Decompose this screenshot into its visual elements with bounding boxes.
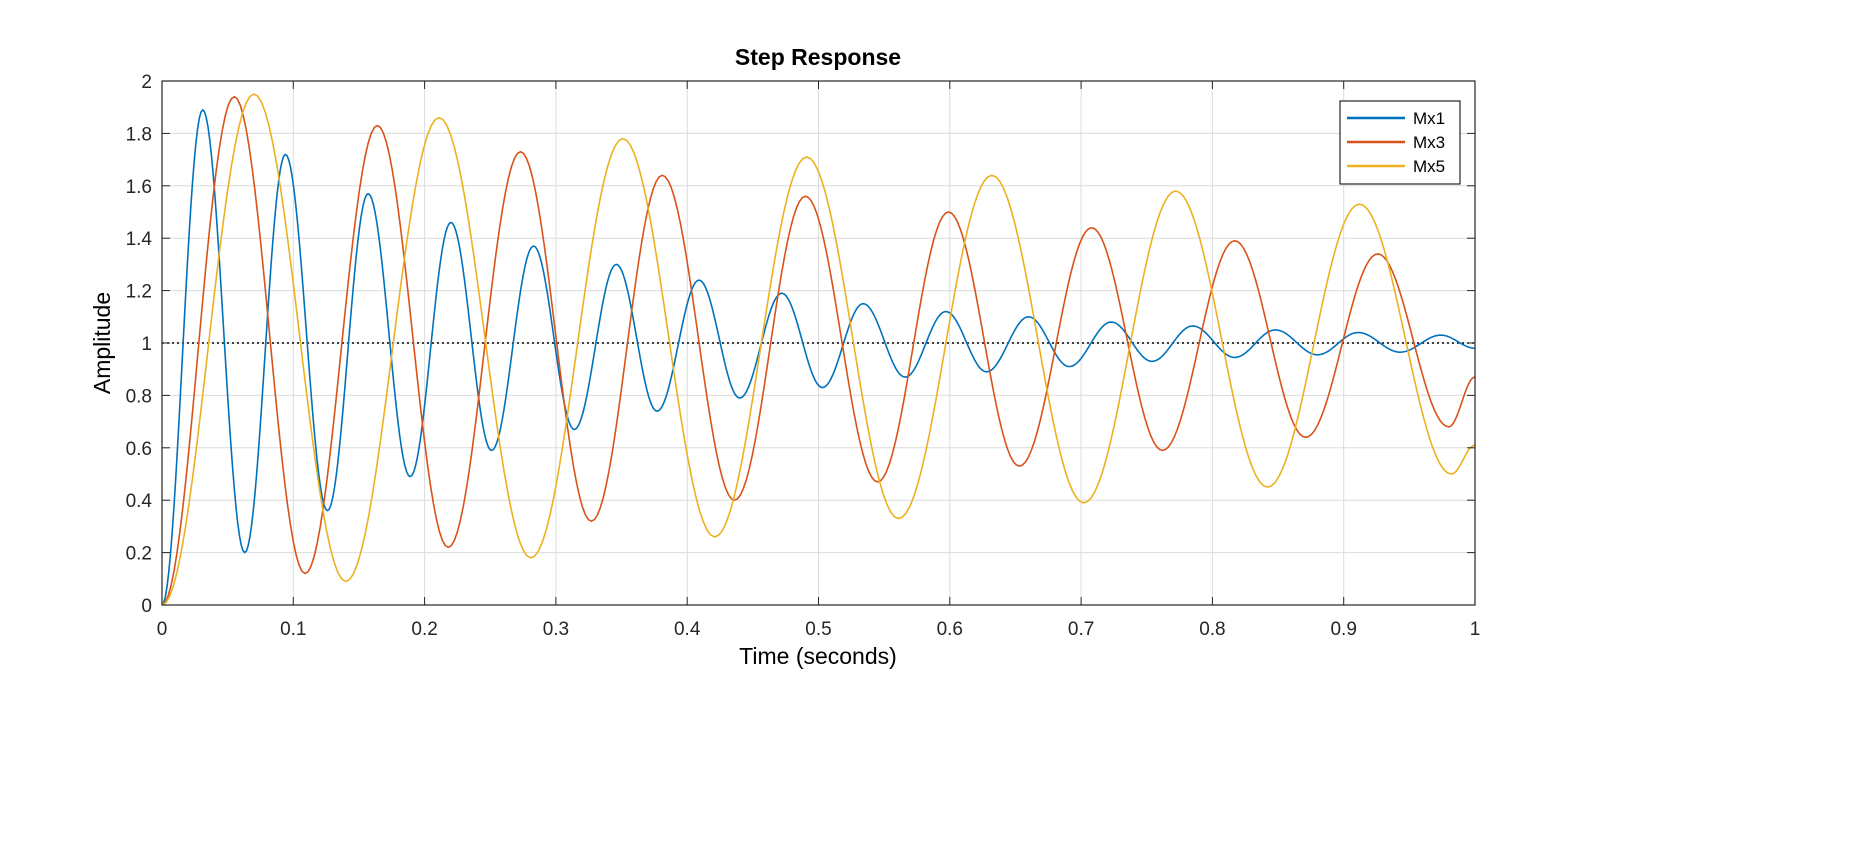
x-tick-label: 0.4 (674, 619, 701, 640)
x-tick-label: 0.7 (1068, 619, 1094, 640)
x-tick-label: 0.6 (937, 619, 963, 640)
y-tick-label: 1.4 (126, 229, 153, 250)
x-tick-labels: 0 0.1 0.2 0.3 0.4 0.5 0.6 0.7 0.8 0.9 1 (157, 619, 1481, 640)
y-tick-label: 1 (141, 334, 152, 355)
y-tick-label: 2 (141, 72, 152, 93)
legend-label-mx3: Mx3 (1413, 133, 1445, 152)
y-tick-label: 1.6 (126, 177, 152, 198)
y-tick-label: 0.8 (126, 386, 152, 407)
y-tick-labels: 0 0.2 0.4 0.6 0.8 1 1.2 1.4 1.6 1.8 2 (126, 72, 153, 617)
y-tick-label: 0.4 (126, 491, 153, 512)
y-tick-label: 1.8 (126, 124, 152, 145)
legend-label-mx5: Mx5 (1413, 157, 1445, 176)
series-lines (161, 93, 1476, 606)
x-tick-label: 1 (1470, 619, 1481, 640)
y-tick-label: 0.6 (126, 439, 152, 460)
series-line-mx3 (161, 95, 1476, 606)
y-tick-label: 0.2 (126, 544, 152, 565)
chart-title: Step Response (735, 44, 901, 70)
y-tick-label: 0 (141, 596, 152, 617)
x-tick-label: 0.5 (805, 619, 831, 640)
x-tick-label: 0.1 (280, 619, 306, 640)
series-line-mx5 (161, 93, 1476, 606)
y-axis-title: Amplitude (89, 292, 115, 394)
x-tick-label: 0.8 (1199, 619, 1225, 640)
legend-label-mx1: Mx1 (1413, 109, 1445, 128)
legend: Mx1 Mx3 Mx5 (1339, 100, 1461, 185)
x-tick-label: 0 (157, 619, 168, 640)
x-axis-title: Time (seconds) (739, 643, 897, 669)
series-line-mx1 (161, 109, 1476, 606)
y-tick-label: 1.2 (126, 282, 152, 303)
axis-ticks (161, 80, 1476, 606)
x-tick-label: 0.3 (543, 619, 569, 640)
x-tick-label: 0.9 (1330, 619, 1356, 640)
x-tick-label: 0.2 (411, 619, 437, 640)
